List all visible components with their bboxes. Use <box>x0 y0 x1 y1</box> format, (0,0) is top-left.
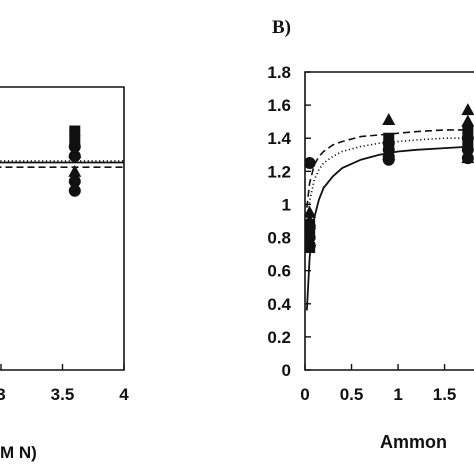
panel-b-y-tick-label: 1 <box>282 195 291 214</box>
panel-b-square-point <box>305 228 316 240</box>
panel-a-circle-point <box>68 175 81 188</box>
panel-b-x-tick-label: 0.5 <box>340 385 364 404</box>
panel-b-y-tick-label: 1.6 <box>267 96 291 115</box>
panel-b-dotted-fit-line <box>306 137 473 238</box>
panel-b-triangle-point <box>382 113 396 126</box>
panel-a-circle-point <box>68 184 81 197</box>
panel-a-x-tick-label: 4 <box>119 385 129 404</box>
panel-b-x-tick-label: 1 <box>393 385 402 404</box>
panel-b-y-tick-label: 1.2 <box>267 162 291 181</box>
panel-b-y-tick-label: 0.6 <box>267 262 291 281</box>
panel-b-data <box>305 103 474 311</box>
panel-b-y-tick-label: 0.4 <box>267 295 291 314</box>
panel-b-y-tick-label: 0.2 <box>267 328 291 347</box>
panel-b-triangle-point <box>461 103 474 116</box>
panel-b-dashed-fit-line <box>306 129 473 208</box>
panel-a-triangle-point <box>68 164 82 177</box>
panel-b-triangle-point <box>461 114 474 127</box>
panel-a-x-axis-label: M N) <box>0 443 37 462</box>
panel-a-data <box>0 125 124 197</box>
panel-b-y-tick-label: 1.8 <box>267 63 291 82</box>
panel-a-x-tick-label: 3 <box>0 385 6 404</box>
panel-a-plot-frame <box>0 86 125 371</box>
panel-b-x-axis-label: Ammon <box>380 432 447 452</box>
panel-b-circle-point <box>305 157 316 170</box>
panel-b-label: B) <box>272 17 291 38</box>
panel-a: M N) 3 3.5 4 <box>0 86 129 462</box>
panel-b-solid-fit-line <box>305 145 473 311</box>
panel-a-x-tick-label: 3.5 <box>51 385 75 404</box>
panel-b-triangle-point <box>305 233 317 246</box>
panel-b-x-tick-label: 0 <box>300 385 309 404</box>
panel-a-square-point <box>69 134 81 146</box>
panel-b-square-point <box>383 132 395 144</box>
panel-a-square-point <box>69 125 81 137</box>
panel-b-square-point <box>462 124 474 136</box>
panel-b-y-tick-label: 0.8 <box>267 229 291 248</box>
panel-b-square-point <box>383 141 395 152</box>
panel-b-triangle-point <box>305 205 317 218</box>
panel-b-triangle-point <box>461 151 474 164</box>
panel-b-y-tick-label: 0 <box>282 361 291 380</box>
panel-b-y-tick-label: 1.4 <box>267 129 291 148</box>
panel-b: B) Ammon 0 0.5 1 1.5 0 0.2 0.4 0.6 0.8 1 1.2 1.4 1.6… <box>267 17 474 452</box>
panel-a-triangle-point <box>68 146 82 159</box>
panel-b-x-tick-label: 1.5 <box>433 385 457 404</box>
